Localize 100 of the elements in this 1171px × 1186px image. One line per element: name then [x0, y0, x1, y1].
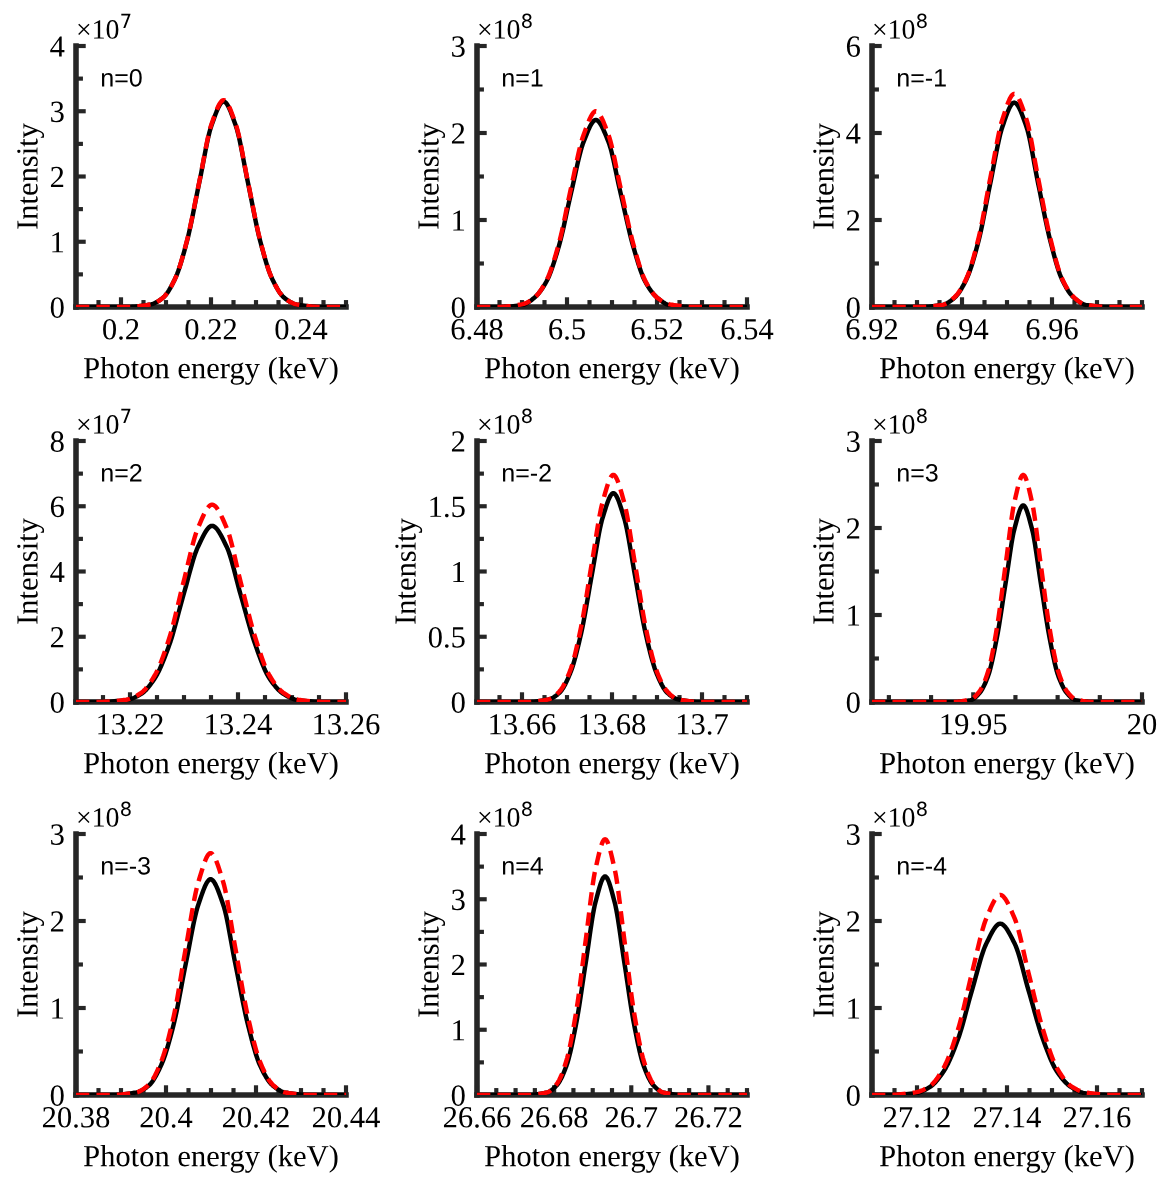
- x-tick-label: 6.96: [1026, 319, 1078, 340]
- x-axis-title: Photon energy (keV): [84, 751, 338, 780]
- y-tick-label: 0: [451, 692, 465, 713]
- y-tick-label: 2: [451, 123, 465, 144]
- y-tick-label: 0: [846, 1085, 860, 1106]
- x-tick-label: 20.44: [312, 1106, 380, 1128]
- y-tick-label: 0: [50, 1085, 64, 1106]
- y-tick-label: 0: [846, 297, 860, 318]
- annotation: n=3: [897, 463, 938, 482]
- annotation: n=-2: [502, 463, 551, 482]
- y-tick-label: 2: [50, 166, 64, 188]
- y-tick-label: 2: [50, 911, 64, 932]
- x-tick-label: 19.95: [941, 714, 1007, 735]
- y-tick-label: 2: [846, 518, 860, 539]
- x-tick-label: 0.24: [275, 318, 328, 340]
- y-tick-label: 4: [846, 123, 861, 144]
- annotation: n=0: [101, 68, 142, 87]
- x-tick-label: 13.7: [677, 714, 728, 735]
- y-axis-title: Intensity: [17, 123, 45, 229]
- y-tick-label: 1: [453, 561, 465, 583]
- x-tick-label: 26.66: [443, 1107, 511, 1128]
- annotation: n=-1: [897, 69, 946, 87]
- text: ×10$^{8}$: [479, 801, 532, 827]
- y-tick-label: 1.5: [430, 496, 465, 518]
- y-tick-label: 4: [451, 824, 466, 845]
- y-tick-label: 3: [51, 824, 64, 845]
- x-tick-label: 6.5: [549, 319, 585, 340]
- y-tick-label: 0.5: [428, 627, 465, 648]
- x-tick-label: 6.52: [631, 319, 683, 340]
- y-tick-label: 1: [52, 998, 64, 1019]
- y-tick-label: 3: [452, 889, 465, 911]
- x-axis-title: Photon energy (keV): [485, 1144, 739, 1173]
- y-tick-label: 1: [848, 998, 860, 1019]
- x-axis-title: Photon energy (keV): [485, 751, 739, 780]
- x-tick-label: 0.22: [185, 318, 237, 340]
- x-tick-label: 13.68: [580, 713, 646, 735]
- y-tick-label: 2: [451, 431, 465, 452]
- y-tick-label: 1: [848, 605, 860, 626]
- y-tick-label: 8: [50, 431, 64, 452]
- y-tick-label: 0: [50, 692, 64, 713]
- y-tick-label: 0: [451, 1085, 465, 1106]
- text: ×10$^{8}$: [78, 801, 131, 827]
- x-tick-label: 26.72: [675, 1107, 742, 1128]
- annotation: n=1: [502, 69, 543, 87]
- x-tick-label: 20: [1128, 713, 1157, 735]
- y-axis-title: Intensity: [418, 911, 446, 1017]
- y-tick-label: 2: [451, 954, 465, 976]
- y-tick-label: 6: [846, 36, 860, 57]
- text: ×10$^{7}$: [78, 13, 131, 39]
- annotation: n=4: [502, 857, 543, 875]
- y-tick-label: 2: [846, 210, 860, 231]
- x-tick-label: 27.16: [1063, 1107, 1131, 1128]
- y-axis-title: Intensity: [813, 123, 841, 229]
- annotation: n=-4: [897, 857, 947, 875]
- x-tick-label: 6.54: [721, 319, 774, 340]
- y-axis-title: Intensity: [395, 518, 423, 624]
- y-tick-label: 6: [50, 496, 64, 518]
- x-tick-label: 13.24: [206, 714, 272, 735]
- x-axis-title: Photon energy (keV): [485, 356, 739, 385]
- x-tick-label: 6.48: [451, 318, 503, 340]
- x-tick-label: 20.42: [222, 1106, 289, 1128]
- text: ×10$^{8}$: [874, 408, 927, 434]
- y-tick-label: 0: [50, 297, 64, 318]
- x-axis-title: Photon energy (keV): [84, 356, 338, 385]
- y-tick-label: 0: [846, 692, 860, 713]
- y-axis-title: Intensity: [813, 518, 841, 624]
- y-axis-title: Intensity: [813, 911, 841, 1017]
- text: ×10$^{7}$: [78, 408, 131, 434]
- x-axis-title: Photon energy (keV): [880, 356, 1134, 385]
- x-tick-label: 27.12: [883, 1107, 950, 1128]
- x-tick-label: 26.68: [521, 1106, 588, 1128]
- y-tick-label: 3: [51, 101, 64, 123]
- x-tick-label: 20.38: [42, 1106, 110, 1128]
- annotation: n=2: [101, 463, 142, 482]
- x-tick-label: 13.26: [314, 714, 380, 735]
- x-tick-label: 20.4: [140, 1106, 193, 1128]
- y-tick-label: 3: [847, 824, 860, 845]
- text: ×10$^{8}$: [874, 13, 927, 39]
- x-tick-label: 0.2: [103, 318, 139, 340]
- x-tick-label: 6.92: [846, 319, 898, 340]
- x-tick-label: 13.22: [98, 714, 163, 735]
- y-tick-label: 2: [50, 627, 64, 648]
- y-tick-label: 3: [847, 431, 860, 452]
- text: ×10$^{8}$: [479, 13, 532, 39]
- x-axis-title: Photon energy (keV): [880, 751, 1134, 780]
- y-tick-label: 1: [453, 210, 465, 231]
- x-axis-title: Photon energy (keV): [880, 1144, 1134, 1173]
- y-tick-label: 1: [52, 232, 64, 253]
- text: ×10$^{8}$: [479, 408, 532, 434]
- x-axis-title: Photon energy (keV): [84, 1144, 338, 1173]
- y-axis-title: Intensity: [17, 518, 45, 624]
- y-tick-label: 3: [452, 36, 465, 57]
- text: ×10$^{8}$: [874, 801, 927, 827]
- y-tick-label: 1: [453, 1020, 465, 1041]
- y-axis-title: Intensity: [17, 911, 45, 1017]
- annotation: n=-3: [101, 856, 150, 875]
- x-tick-label: 13.66: [490, 714, 556, 735]
- y-axis-title: Intensity: [418, 123, 446, 229]
- x-tick-label: 6.94: [936, 319, 989, 340]
- y-tick-label: 2: [846, 911, 860, 932]
